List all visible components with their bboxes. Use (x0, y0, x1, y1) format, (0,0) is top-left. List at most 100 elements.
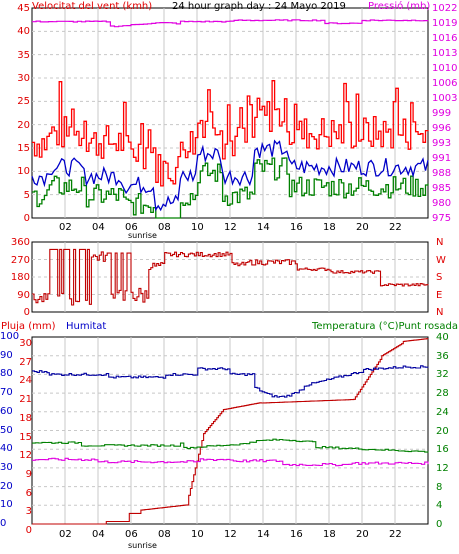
rain-tick: 6 (25, 487, 32, 499)
pressure-tick: 1022 (432, 3, 458, 14)
panel1-time-tick: 14 (257, 222, 270, 233)
pressure-tick: 996 (432, 123, 452, 134)
panel3-time-tick: 22 (389, 529, 402, 540)
rain-tick: 0 (25, 525, 32, 536)
compass-label: W (436, 254, 446, 266)
wind-average-line (31, 139, 429, 212)
humidity-tick: 100 (0, 331, 20, 342)
humidity-tick: 10 (0, 499, 13, 511)
rain-tick: 9 (25, 468, 32, 480)
panel3-time-tick: 20 (356, 529, 369, 540)
compass-label: N (436, 237, 444, 248)
panel3-time-tick: 06 (125, 529, 138, 540)
wind-direction-line (32, 248, 429, 306)
rain-tick: 24 (19, 375, 32, 387)
humidity-tick: 60 (0, 405, 13, 417)
panel3-time-tick: 08 (158, 529, 171, 540)
wind-speed-tick: 40 (17, 26, 30, 38)
pressure-tick: 1010 (432, 63, 458, 74)
wind-speed-tick: 15 (17, 143, 30, 154)
temperature-tick: 12 (436, 462, 449, 474)
wind-direction-tick: 0 (23, 307, 30, 318)
panel1-time-tick: 22 (389, 222, 402, 233)
dew-point-line (32, 457, 429, 467)
panel3-time-tick: 10 (191, 529, 204, 540)
humidity-tick: 80 (0, 368, 13, 380)
temperature-tick: 4 (436, 500, 443, 512)
panel3-time-tick: 16 (290, 529, 303, 540)
panel1-time-tick: 06 (125, 222, 138, 233)
pressure-tick: 999 (432, 108, 452, 119)
panel3-time-tick: 18 (323, 529, 336, 540)
temperature-tick: 16 (436, 444, 449, 456)
panel1-time-tick: 04 (92, 222, 105, 233)
panel1-time-tick: 08 (158, 222, 171, 233)
rain-tick: 27 (19, 356, 32, 368)
rain-tick: 3 (25, 506, 32, 518)
panel3-time-tick: 02 (59, 529, 72, 540)
temperature-tick: 24 (436, 406, 449, 418)
panel1-time-tick: 02 (59, 222, 72, 233)
wind-speed-tick: 30 (17, 73, 30, 84)
wind-gust-line (32, 80, 429, 187)
rain-tick: 15 (19, 431, 32, 443)
pressure-axis-title: Pressió (mb) (368, 1, 431, 12)
wind-speed-tick: 0 (23, 213, 30, 224)
temperature-tick: 8 (436, 481, 443, 493)
rain-tick: 18 (19, 412, 32, 424)
wind-direction-tick: 360 (10, 237, 30, 248)
humidity-tick: 70 (0, 387, 13, 399)
humidity-tick: 20 (0, 480, 13, 492)
temperature-tick: 40 (436, 332, 449, 343)
graph-title: 24 hour graph day : 24 Mayo 2019 (172, 1, 346, 12)
panel3-time-tick: 14 (257, 529, 270, 540)
wind-direction-tick: 270 (10, 254, 30, 266)
humidity-tick: 0 (0, 518, 7, 529)
temperature-tick: 36 (436, 350, 449, 362)
panel1-time-tick: 18 (323, 222, 336, 233)
rain-axis-title: Pluja (mm) (1, 321, 56, 332)
pressure-tick: 985 (432, 183, 452, 194)
panel3-time-tick: 04 (92, 529, 105, 540)
temperature-tick: 28 (436, 388, 449, 400)
rain-tick: 21 (19, 394, 32, 406)
compass-label: E (436, 289, 443, 301)
panel1-time-tick: 20 (356, 222, 369, 233)
humidity-tick: 40 (0, 443, 13, 455)
panel1-time-tick: 10 (191, 222, 204, 233)
sunrise-label-panel3: sunrise (128, 541, 157, 550)
wind-direction-tick: 90 (17, 289, 30, 301)
pressure-tick: 1016 (432, 33, 458, 44)
pressure-tick: 1013 (432, 48, 458, 59)
wind-speed-tick: 25 (17, 96, 30, 108)
humidity-line (32, 365, 429, 398)
pressure-tick: 991 (432, 153, 452, 164)
temperature-axis-title: Temperatura (°C)Punt rosada (312, 321, 458, 332)
sunrise-label-panel1: sunrise (128, 231, 157, 240)
humidity-tick: 90 (0, 349, 13, 361)
pressure-line (32, 19, 429, 28)
pressure-tick: 993 (432, 138, 452, 149)
panel1-time-tick: 16 (290, 222, 303, 233)
wind-speed-tick: 10 (17, 166, 30, 178)
wind-speed-tick: 35 (17, 49, 30, 61)
wind-min-line (32, 157, 429, 219)
pressure-tick: 1003 (432, 93, 458, 104)
wind-direction-tick: 180 (10, 272, 30, 283)
humidity-axis-title: Humitat (66, 321, 107, 332)
pressure-tick: 980 (432, 198, 452, 209)
temperature-tick: 32 (436, 369, 449, 381)
temperature-tick: 0 (436, 519, 443, 530)
rain-tick: 30 (19, 338, 32, 349)
rain-tick: 12 (19, 450, 32, 462)
pressure-tick: 1019 (432, 18, 458, 29)
temperature-line (32, 438, 429, 453)
compass-label: S (436, 272, 443, 283)
humidity-tick: 50 (0, 424, 13, 436)
panel3-time-tick: 12 (224, 529, 237, 540)
wind-speed-tick: 45 (17, 3, 30, 14)
wind-speed-tick: 20 (17, 119, 30, 131)
compass-label: N (436, 307, 444, 318)
temperature-tick: 20 (436, 425, 449, 437)
